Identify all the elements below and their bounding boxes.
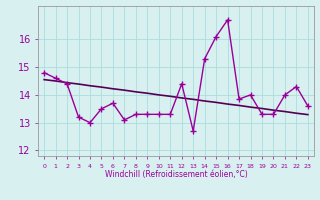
X-axis label: Windchill (Refroidissement éolien,°C): Windchill (Refroidissement éolien,°C)	[105, 170, 247, 179]
